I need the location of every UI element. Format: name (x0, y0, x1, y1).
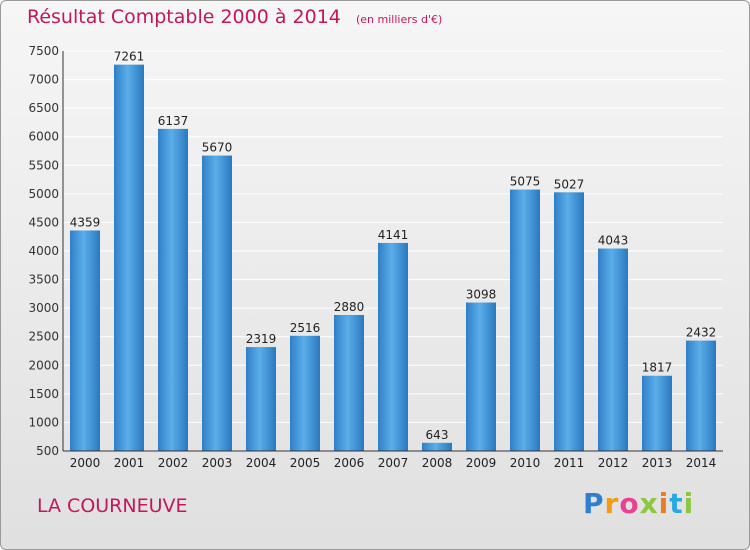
x-tick-label: 2013 (642, 456, 673, 470)
bar-2005 (290, 335, 320, 451)
x-axis-ticks: 2000 2001 2002 2003 2004 2005 2006 2007 2008 2009… (70, 456, 717, 470)
bars (70, 64, 716, 452)
data-label: 6137 (158, 114, 189, 128)
data-label: 643 (426, 428, 449, 442)
bar-2010 (510, 189, 540, 452)
bar-2008 (422, 442, 452, 451)
logo-letter: o (619, 487, 640, 520)
x-tick-label: 2009 (466, 456, 497, 470)
bar-2013 (642, 375, 672, 451)
chart-subtitle: (en milliers d'€) (355, 13, 443, 26)
axes (62, 51, 723, 452)
bar-2006 (334, 315, 364, 451)
bar-2011 (554, 192, 584, 452)
y-axis-ticks: 500 1000 1500 2000 2500 3000 3500 4000 4500 5000 5… (28, 44, 59, 458)
x-tick-label: 2000 (70, 456, 101, 470)
x-tick-label: 2010 (510, 456, 541, 470)
bar-2004 (246, 347, 276, 451)
y-tick-label: 5500 (28, 158, 59, 172)
bar-2009 (466, 302, 496, 451)
y-tick-label: 1500 (28, 387, 59, 401)
x-tick-label: 2007 (378, 456, 409, 470)
y-tick-label: 2500 (28, 330, 59, 344)
data-label: 4359 (70, 215, 101, 229)
proxiti-logo: Proxiti (583, 487, 694, 520)
data-label: 2880 (334, 300, 365, 314)
data-label: 1817 (642, 361, 673, 375)
y-tick-label: 1000 (28, 415, 59, 429)
x-tick-label: 2003 (202, 456, 233, 470)
data-label: 5670 (202, 141, 233, 155)
y-tick-label: 4000 (28, 244, 59, 258)
bar-2003 (202, 155, 232, 452)
data-label: 2319 (246, 332, 277, 346)
bar-2014 (686, 340, 716, 451)
y-tick-label: 4500 (28, 215, 59, 229)
y-tick-label: 2000 (28, 358, 59, 372)
title-row: Résultat Comptable 2000 à 2014 (en milli… (27, 6, 442, 28)
data-label: 4043 (598, 234, 629, 248)
data-label: 7261 (114, 50, 145, 64)
data-label: 5075 (510, 175, 541, 189)
logo-letter: t (669, 487, 684, 520)
x-tick-label: 2008 (422, 456, 453, 470)
data-label: 5027 (554, 177, 585, 191)
logo-letter: i (683, 487, 695, 520)
logo-letter: x (639, 487, 659, 520)
y-tick-label: 3000 (28, 301, 59, 315)
logo-letter: i (658, 487, 670, 520)
x-tick-label: 2002 (158, 456, 189, 470)
data-label: 3098 (466, 288, 497, 302)
data-label: 4141 (378, 228, 409, 242)
y-tick-label: 7000 (28, 73, 59, 87)
bar-2000 (70, 230, 100, 451)
y-tick-label: 7500 (28, 44, 59, 58)
data-label: 2516 (290, 321, 321, 335)
x-tick-label: 2006 (334, 456, 365, 470)
bar-2012 (598, 248, 628, 451)
y-tick-label: 6000 (28, 130, 59, 144)
data-label: 2432 (686, 326, 717, 340)
bar-2001 (114, 64, 144, 452)
x-tick-label: 2005 (290, 456, 321, 470)
logo-letter: r (604, 487, 620, 520)
y-tick-label: 3500 (28, 273, 59, 287)
bar-2002 (158, 128, 188, 451)
x-tick-label: 2014 (686, 456, 717, 470)
x-tick-label: 2001 (114, 456, 145, 470)
logo-letter: P (583, 487, 605, 520)
y-tick-label: 500 (36, 444, 59, 458)
bar-2007 (378, 242, 408, 451)
location-name: LA COURNEUVE (37, 495, 188, 517)
y-tick-label: 5000 (28, 187, 59, 201)
y-tick-label: 6500 (28, 101, 59, 115)
x-tick-label: 2011 (554, 456, 585, 470)
x-tick-label: 2004 (246, 456, 277, 470)
x-tick-label: 2012 (598, 456, 629, 470)
data-labels: 4359 7261 6137 5670 2319 2516 2880 4141 643 3098 5… (70, 50, 717, 442)
chart-title: Résultat Comptable 2000 à 2014 (27, 6, 341, 28)
